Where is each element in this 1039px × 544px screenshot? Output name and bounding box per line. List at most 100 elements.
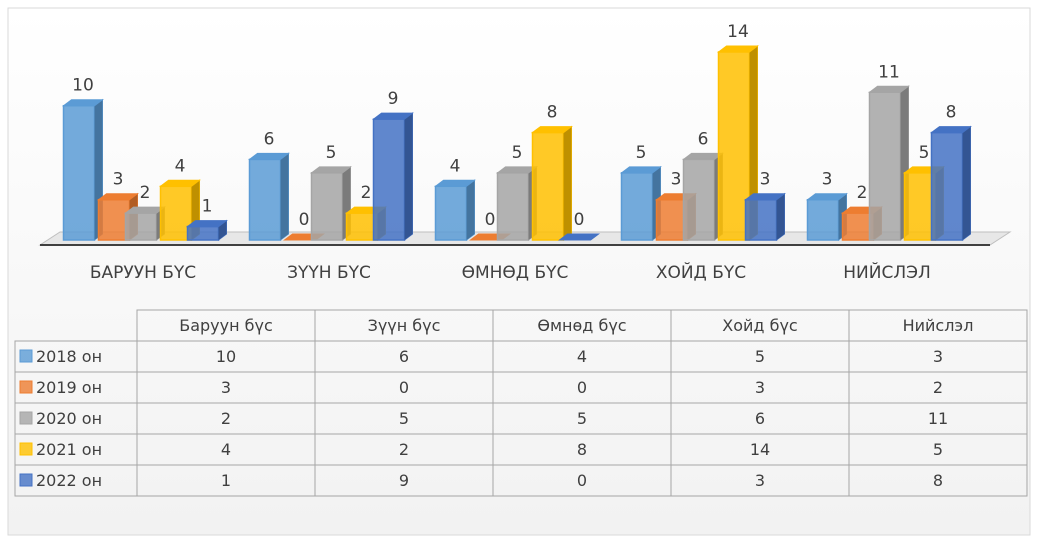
table-value: 2 [399, 440, 409, 459]
bar-top [806, 193, 848, 201]
bar-top [310, 166, 352, 174]
bar-top [186, 220, 228, 228]
bar-front [124, 212, 158, 241]
bar-front [744, 198, 778, 241]
table-value: 2 [933, 378, 943, 397]
legend-key [19, 349, 33, 363]
legend-label: 2022 он [36, 471, 102, 490]
bar-top [434, 179, 476, 187]
bar-side-shade [749, 46, 758, 240]
legend-label: 2020 он [36, 409, 102, 428]
chart-area [7, 7, 1031, 536]
data-label: 5 [636, 143, 647, 163]
data-label: 2 [361, 183, 372, 203]
bar-side-shade [280, 153, 289, 240]
bar-side-shade [404, 113, 413, 240]
bar-front [841, 212, 875, 241]
bar [186, 219, 228, 241]
table-cell [848, 464, 1028, 497]
bar [434, 179, 476, 241]
table-value: 14 [750, 440, 770, 459]
table-value: 0 [577, 378, 587, 397]
data-label: 3 [113, 170, 124, 190]
bar [558, 233, 600, 241]
bar-side-shade [962, 126, 971, 240]
bar [372, 112, 414, 241]
table-value: 10 [216, 347, 236, 366]
legend-label: 2018 он [36, 347, 102, 366]
bar [717, 45, 759, 241]
table-header: Хойд бүс [722, 316, 797, 335]
bar-top [868, 85, 910, 93]
data-label: 8 [547, 103, 558, 123]
bar [806, 192, 848, 241]
bar-side-shade [776, 193, 785, 240]
table-value: 5 [399, 409, 409, 428]
table-header: Зүүн бүс [368, 316, 441, 335]
bar-front [248, 158, 282, 241]
table-value: 0 [577, 471, 587, 490]
bar-top [744, 193, 786, 201]
bar [620, 165, 662, 241]
data-label: 5 [919, 143, 930, 163]
bar-front [186, 225, 220, 241]
data-label: 1 [202, 197, 213, 217]
data-label: 9 [388, 89, 399, 109]
data-label: 6 [264, 129, 275, 149]
table-value: 0 [399, 378, 409, 397]
bar-front [372, 118, 406, 241]
table-value: 11 [928, 409, 948, 428]
bar-front [655, 198, 689, 241]
data-label: 2 [857, 183, 868, 203]
bar [248, 152, 290, 241]
table-value: 5 [933, 440, 943, 459]
bar-front [620, 172, 654, 241]
data-label: 6 [698, 129, 709, 149]
bar-top [930, 126, 972, 134]
bar-top [372, 112, 414, 120]
bar-side-shade [563, 126, 572, 240]
table-header: Баруун бүс [179, 316, 273, 335]
table-value: 8 [577, 440, 587, 459]
bar-front [310, 172, 344, 241]
table-value: 3 [755, 378, 765, 397]
x-tick-label: ӨМНӨД БҮС [462, 263, 569, 283]
bar [62, 98, 104, 241]
bar [531, 125, 573, 241]
bar [310, 165, 352, 241]
table-value: 9 [399, 471, 409, 490]
table-value: 8 [933, 471, 943, 490]
x-tick-label: ХОЙД БҮС [656, 261, 746, 283]
bar-front [496, 172, 530, 241]
data-label: 4 [450, 156, 461, 176]
table-value: 3 [755, 471, 765, 490]
table-value: 6 [399, 347, 409, 366]
bar-top [97, 193, 139, 201]
x-tick-label: БАРУУН БҮС [90, 263, 196, 283]
data-label: 5 [326, 143, 337, 163]
table-header: Нийслэл [903, 316, 974, 335]
bar-top [248, 152, 290, 160]
bar-top [558, 233, 600, 241]
legend-key [19, 411, 33, 425]
bar [868, 85, 910, 241]
table-value: 3 [933, 347, 943, 366]
table-value: 4 [577, 347, 587, 366]
data-label: 14 [727, 22, 749, 42]
table-value: 1 [221, 471, 231, 490]
data-label: 2 [140, 183, 151, 203]
table-header: Өмнөд бүс [537, 316, 626, 335]
bar-front [62, 104, 96, 241]
x-tick-label: ЗҮҮН БҮС [287, 263, 371, 283]
legend-key [19, 473, 33, 487]
bar [930, 125, 972, 241]
data-label: 0 [485, 210, 496, 230]
table-value: 3 [221, 378, 231, 397]
data-label: 3 [671, 170, 682, 190]
data-label: 3 [822, 170, 833, 190]
data-label: 8 [946, 103, 957, 123]
legend-key [19, 380, 33, 394]
bar [744, 192, 786, 241]
data-label: 10 [72, 76, 94, 96]
